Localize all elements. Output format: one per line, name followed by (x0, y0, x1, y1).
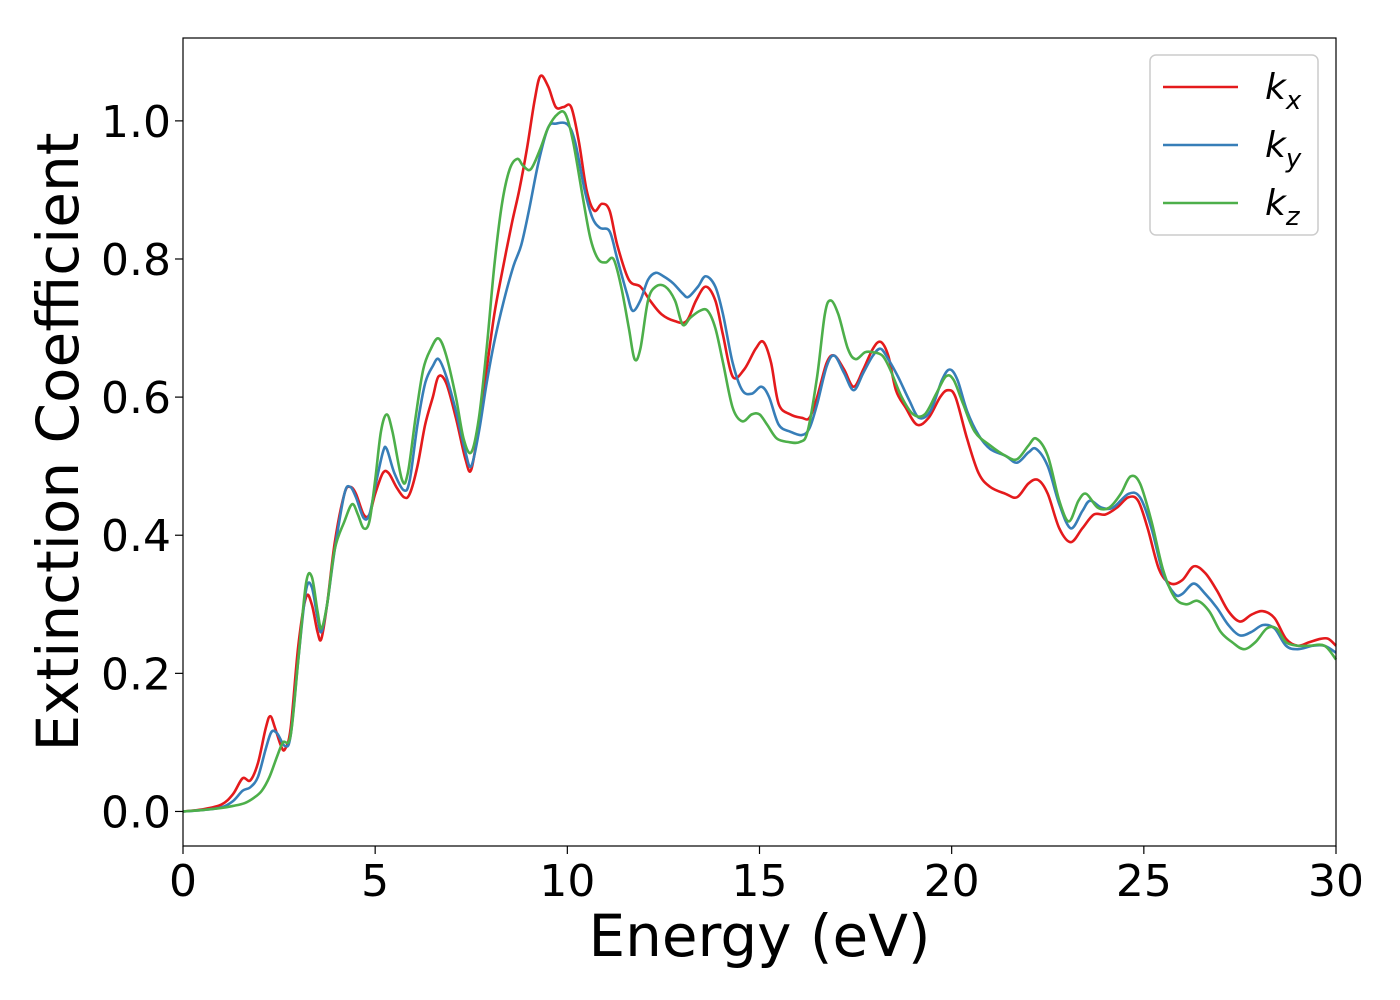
x-tick-label: 30 (1308, 856, 1364, 907)
y-tick-label: 0.8 (101, 235, 171, 286)
y-tick-label: 0.0 (101, 787, 171, 838)
y-tick-label: 0.2 (101, 649, 171, 700)
plot-background (183, 38, 1336, 846)
y-tick-label: 0.6 (101, 373, 171, 424)
legend-label: kx (1265, 67, 1302, 116)
series-layer (182, 74, 1338, 813)
y-axis-title: Extinction Coefficient (24, 133, 92, 752)
x-tick-label: 0 (169, 856, 197, 907)
y-tick-label: 1.0 (101, 97, 171, 148)
x-tick-label: 20 (924, 856, 980, 907)
x-axis-ticks: 0 5 10 15 20 25 30 (169, 846, 1364, 907)
x-tick-label: 25 (1116, 856, 1172, 907)
x-tick-label: 15 (732, 856, 788, 907)
x-axis-title: Energy (eV) (588, 902, 930, 970)
y-axis-ticks: 0.0 0.2 0.4 0.6 0.8 1.0 (101, 97, 183, 838)
x-tick-label: 10 (539, 856, 595, 907)
series-line-k-z (182, 110, 1338, 813)
legend: kx ky kz (1149, 54, 1319, 236)
y-tick-label: 0.4 (101, 511, 171, 562)
legend-label: ky (1265, 125, 1302, 174)
legend-label: kz (1265, 183, 1301, 232)
x-tick-label: 5 (361, 856, 389, 907)
